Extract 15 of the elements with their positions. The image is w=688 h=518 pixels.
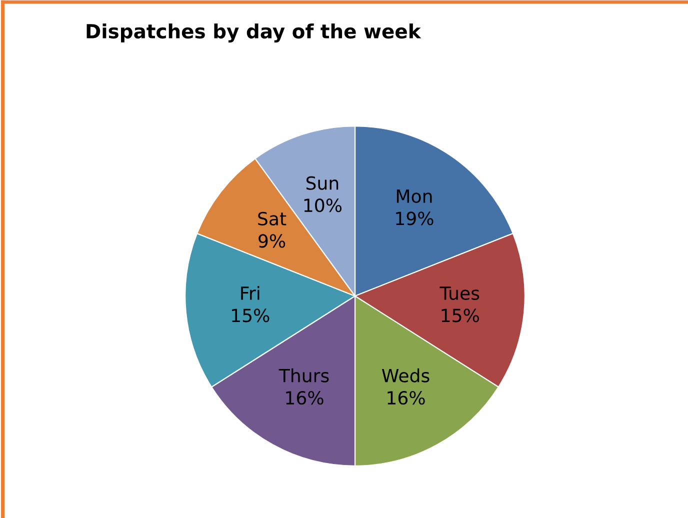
slice-label: Thurs [278,368,329,382]
slice-label: Mon [396,190,432,203]
chart-title: Dispatches by day of the week [86,24,422,42]
slice-label: Sun [306,176,338,190]
data-label: 15% [442,308,479,322]
slice-label: Tues [440,286,480,300]
data-label: 16% [286,391,324,405]
data-label: 19% [396,212,434,226]
slice-label: Sat [258,212,286,226]
data-label: 15% [232,308,270,322]
slice-label: Fri [241,286,260,300]
data-label: 9% [258,234,286,248]
data-label: 16% [388,391,425,405]
data-label: 10% [304,198,342,212]
slice-label: Weds [382,368,430,382]
